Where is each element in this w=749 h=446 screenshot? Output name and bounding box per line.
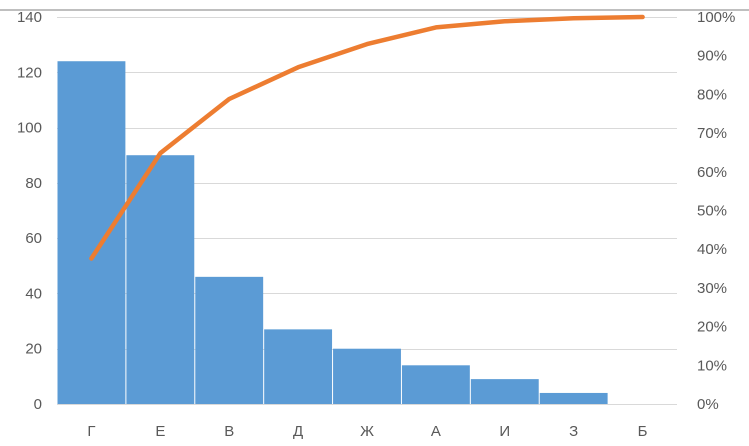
bar: [333, 348, 401, 404]
right-tick-label: 50%: [697, 203, 727, 220]
right-tick-label: 0%: [697, 396, 719, 413]
left-tick-label: 40: [25, 285, 42, 302]
right-tick-label: 100%: [697, 9, 735, 26]
category-label: Д: [293, 423, 303, 440]
right-tick-label: 10%: [697, 357, 727, 374]
category-label: И: [499, 423, 510, 440]
cumulative-line-series: [89, 14, 645, 261]
right-tick-label: 40%: [697, 241, 727, 258]
left-tick-label: 60: [25, 230, 42, 247]
right-tick-label: 30%: [697, 280, 727, 297]
bar-series: [57, 61, 608, 404]
bar: [470, 379, 539, 404]
right-y-axis: 0% 10% 20% 30% 40% 50% 60% 70% 80% 90% 100%: [697, 9, 735, 413]
bar: [195, 276, 264, 404]
left-tick-label: 80: [25, 175, 42, 192]
left-tick-label: 0: [34, 396, 42, 413]
left-tick-label: 20: [25, 341, 42, 358]
right-tick-label: 90%: [697, 48, 727, 65]
category-label: З: [569, 423, 578, 440]
category-label: Е: [155, 423, 165, 440]
bar: [126, 155, 195, 404]
bar: [401, 365, 470, 404]
right-tick-label: 70%: [697, 125, 727, 142]
left-tick-label: 120: [17, 64, 42, 81]
right-tick-label: 60%: [697, 164, 727, 181]
left-tick-label: 140: [17, 9, 42, 26]
bar: [539, 392, 608, 404]
bar: [264, 329, 333, 404]
category-label: Г: [87, 423, 95, 440]
cumulative-line: [89, 14, 645, 261]
category-label: А: [431, 423, 441, 440]
category-label: Ж: [360, 423, 374, 440]
right-tick-label: 20%: [697, 319, 727, 336]
category-label: В: [224, 423, 234, 440]
right-tick-label: 80%: [697, 86, 727, 103]
left-tick-label: 100: [17, 120, 42, 137]
left-y-axis: 0 20 40 60 80 100 120 140: [17, 9, 42, 413]
category-label: Б: [638, 423, 648, 440]
bar: [57, 61, 126, 404]
